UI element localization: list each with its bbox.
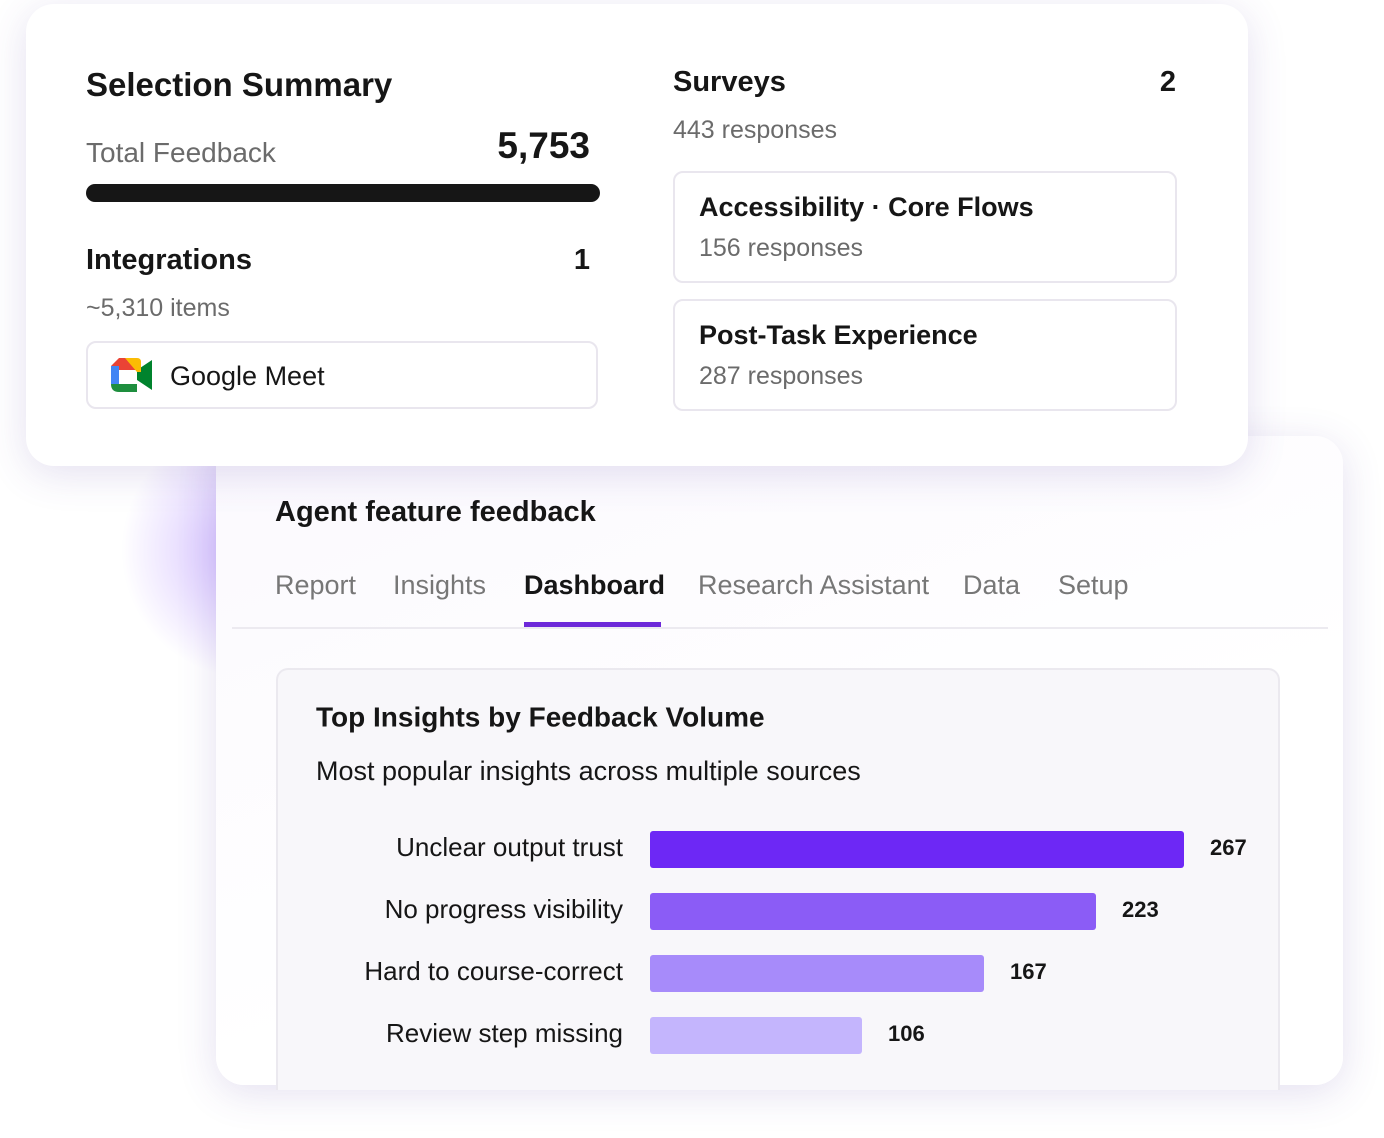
total-bar bbox=[86, 184, 600, 202]
survey-name: Post-Task Experience bbox=[699, 320, 978, 350]
surveys-label: Surveys bbox=[673, 66, 786, 98]
tab[interactable]: Data bbox=[963, 570, 1021, 600]
total-label: Total Feedback bbox=[86, 137, 276, 168]
chart-subtitle: Most popular insights across multiple so… bbox=[316, 756, 861, 786]
value-label: 167 bbox=[1010, 959, 1047, 984]
category-label: Unclear output trust bbox=[396, 832, 624, 862]
survey-responses: 287 responses bbox=[699, 362, 864, 390]
bar bbox=[650, 831, 1184, 868]
survey-card[interactable] bbox=[673, 299, 1177, 411]
integration-name: Google Meet bbox=[170, 361, 325, 391]
tab[interactable]: Insights bbox=[393, 570, 487, 600]
bar bbox=[650, 1017, 862, 1054]
summary-title: Selection Summary bbox=[86, 66, 393, 103]
integrations-label: Integrations bbox=[86, 244, 252, 276]
bar bbox=[650, 893, 1096, 930]
value-label: 106 bbox=[888, 1021, 925, 1046]
tab[interactable]: Report bbox=[275, 570, 357, 600]
integrations-count: 1 bbox=[573, 244, 590, 276]
category-label: Hard to course-correct bbox=[364, 956, 623, 986]
google-meet-icon bbox=[111, 358, 152, 392]
category-label: No progress visibility bbox=[385, 894, 623, 924]
surveys-responses: 443 responses bbox=[673, 116, 838, 144]
value-label: 267 bbox=[1210, 835, 1247, 860]
tab-divider bbox=[232, 627, 1328, 629]
tab[interactable]: Research Assistant bbox=[698, 570, 930, 600]
survey-name: Accessibility · Core Flows bbox=[699, 192, 1034, 222]
surveys-count: 2 bbox=[1159, 66, 1176, 98]
total-value: 5,753 bbox=[497, 125, 590, 166]
tab[interactable]: Dashboard bbox=[524, 570, 666, 600]
survey-responses: 156 responses bbox=[699, 234, 864, 262]
value-label: 223 bbox=[1122, 897, 1159, 922]
chart: Top Insights by Feedback Volume Most pop… bbox=[316, 701, 1247, 1054]
bar bbox=[650, 955, 984, 992]
survey-card[interactable] bbox=[673, 171, 1177, 283]
integrations-items: ~5,310 items bbox=[86, 294, 230, 322]
tab[interactable]: Setup bbox=[1058, 570, 1129, 600]
category-label: Review step missing bbox=[386, 1018, 623, 1048]
tab-underline bbox=[524, 622, 661, 627]
chart-title: Top Insights by Feedback Volume bbox=[316, 701, 765, 732]
integration-item[interactable] bbox=[86, 341, 598, 409]
dashboard-title: Agent feature feedback bbox=[275, 496, 596, 528]
